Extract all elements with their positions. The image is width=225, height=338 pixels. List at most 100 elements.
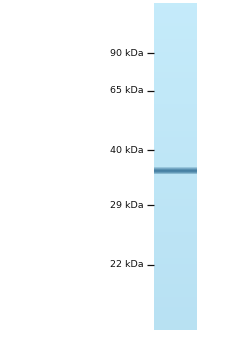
Bar [154,212,197,215]
Bar [154,281,197,284]
Bar [154,104,197,108]
Bar [154,59,197,62]
Bar [154,258,197,261]
Bar [154,88,197,92]
Bar [154,248,197,251]
Bar [154,150,197,153]
Bar [154,98,197,101]
Bar [154,310,197,313]
Bar [154,147,197,150]
Bar [154,130,197,134]
Bar [154,271,197,274]
Bar [154,251,197,255]
Bar [154,118,197,121]
Bar [154,157,197,160]
Bar [154,17,197,20]
Bar [154,85,197,88]
Bar [154,326,197,330]
Bar [154,235,197,238]
Bar [154,176,197,179]
Text: 40 kDa: 40 kDa [110,146,144,155]
Bar [154,186,197,189]
Bar [154,290,197,294]
Bar [154,46,197,49]
Text: 65 kDa: 65 kDa [110,86,144,95]
Bar [154,320,197,323]
Bar [154,255,197,258]
Bar [154,108,197,111]
Bar [154,134,197,137]
Bar [154,69,197,72]
Bar [154,26,197,29]
Bar [154,13,197,17]
Bar [154,189,197,193]
Bar [154,95,197,98]
Bar [154,137,197,140]
Bar [154,215,197,219]
Bar [154,140,197,144]
Bar [154,62,197,65]
Text: 22 kDa: 22 kDa [110,261,144,269]
Bar [154,294,197,297]
Bar [154,268,197,271]
Bar [154,23,197,26]
Bar [154,297,197,300]
Bar [154,323,197,326]
Bar [154,10,197,13]
Bar [154,222,197,225]
Bar [154,167,197,170]
Bar [154,29,197,33]
Bar [154,199,197,202]
Text: 90 kDa: 90 kDa [110,49,144,58]
Bar [154,241,197,245]
Bar [154,284,197,287]
Bar [154,264,197,268]
Bar [154,238,197,241]
Bar [154,75,197,78]
Bar [154,209,197,212]
Bar [154,121,197,124]
Bar [154,78,197,82]
Bar [154,124,197,127]
Bar [154,274,197,277]
Bar [154,232,197,235]
Bar [154,245,197,248]
Bar [154,304,197,307]
Bar [154,127,197,130]
Bar [154,196,197,199]
Bar [154,144,197,147]
Bar [154,7,197,10]
Bar [154,33,197,36]
Bar [154,101,197,104]
Bar [154,183,197,186]
Bar [154,307,197,310]
Bar [154,202,197,206]
Bar [154,49,197,52]
Bar [154,287,197,290]
Bar [154,114,197,118]
Bar [154,206,197,209]
Bar [154,300,197,304]
Bar [154,160,197,163]
Bar [154,225,197,228]
Bar [154,316,197,320]
Bar [154,72,197,75]
Bar [154,20,197,23]
Bar [154,193,197,196]
Bar [154,55,197,59]
Bar [154,179,197,183]
Bar [154,3,197,7]
Bar [154,163,197,167]
Bar [154,313,197,316]
Bar [154,173,197,176]
Bar [154,92,197,95]
Bar [154,65,197,69]
Bar [154,153,197,157]
Bar [154,39,197,43]
Bar [154,111,197,114]
Bar [154,52,197,55]
Bar [154,82,197,85]
Bar [154,261,197,264]
Bar [154,170,197,173]
Bar [154,36,197,39]
